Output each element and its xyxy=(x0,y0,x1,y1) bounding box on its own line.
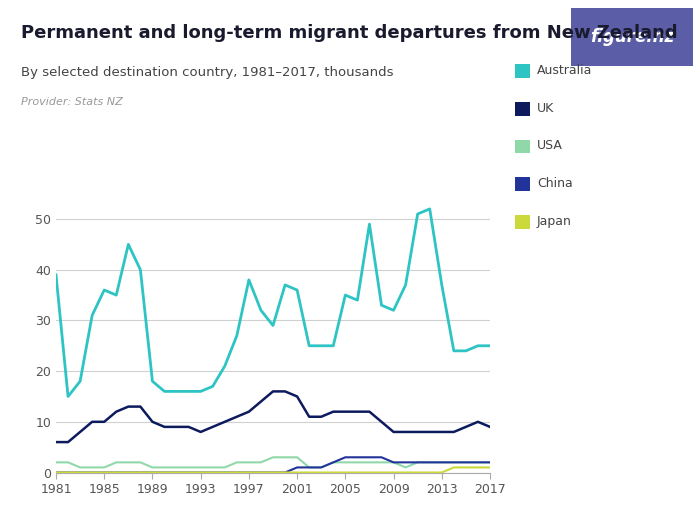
Text: Japan: Japan xyxy=(537,215,572,228)
Text: Provider: Stats NZ: Provider: Stats NZ xyxy=(21,97,122,107)
Text: USA: USA xyxy=(537,140,563,152)
Text: UK: UK xyxy=(537,102,554,114)
Text: China: China xyxy=(537,177,573,190)
Text: By selected destination country, 1981–2017, thousands: By selected destination country, 1981–20… xyxy=(21,66,393,79)
Text: Australia: Australia xyxy=(537,64,592,77)
Text: figure.nz: figure.nz xyxy=(589,28,674,46)
Text: Permanent and long-term migrant departures from New Zealand: Permanent and long-term migrant departur… xyxy=(21,24,678,41)
